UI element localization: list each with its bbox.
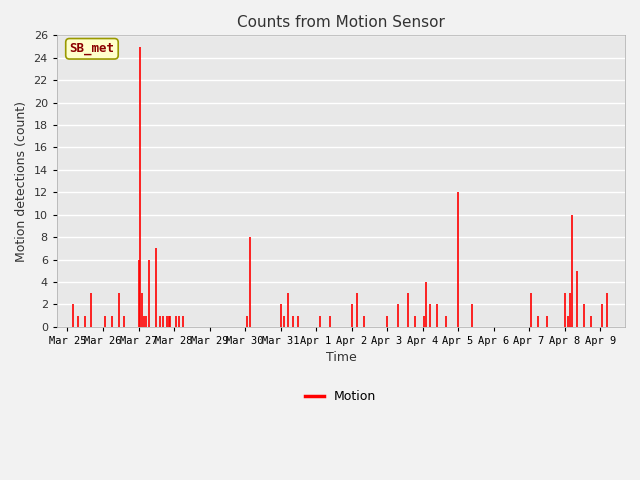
X-axis label: Time: Time [326, 351, 356, 364]
Text: SB_met: SB_met [70, 42, 115, 55]
Legend: Motion: Motion [300, 385, 381, 408]
Y-axis label: Motion detections (count): Motion detections (count) [15, 100, 28, 262]
Title: Counts from Motion Sensor: Counts from Motion Sensor [237, 15, 445, 30]
